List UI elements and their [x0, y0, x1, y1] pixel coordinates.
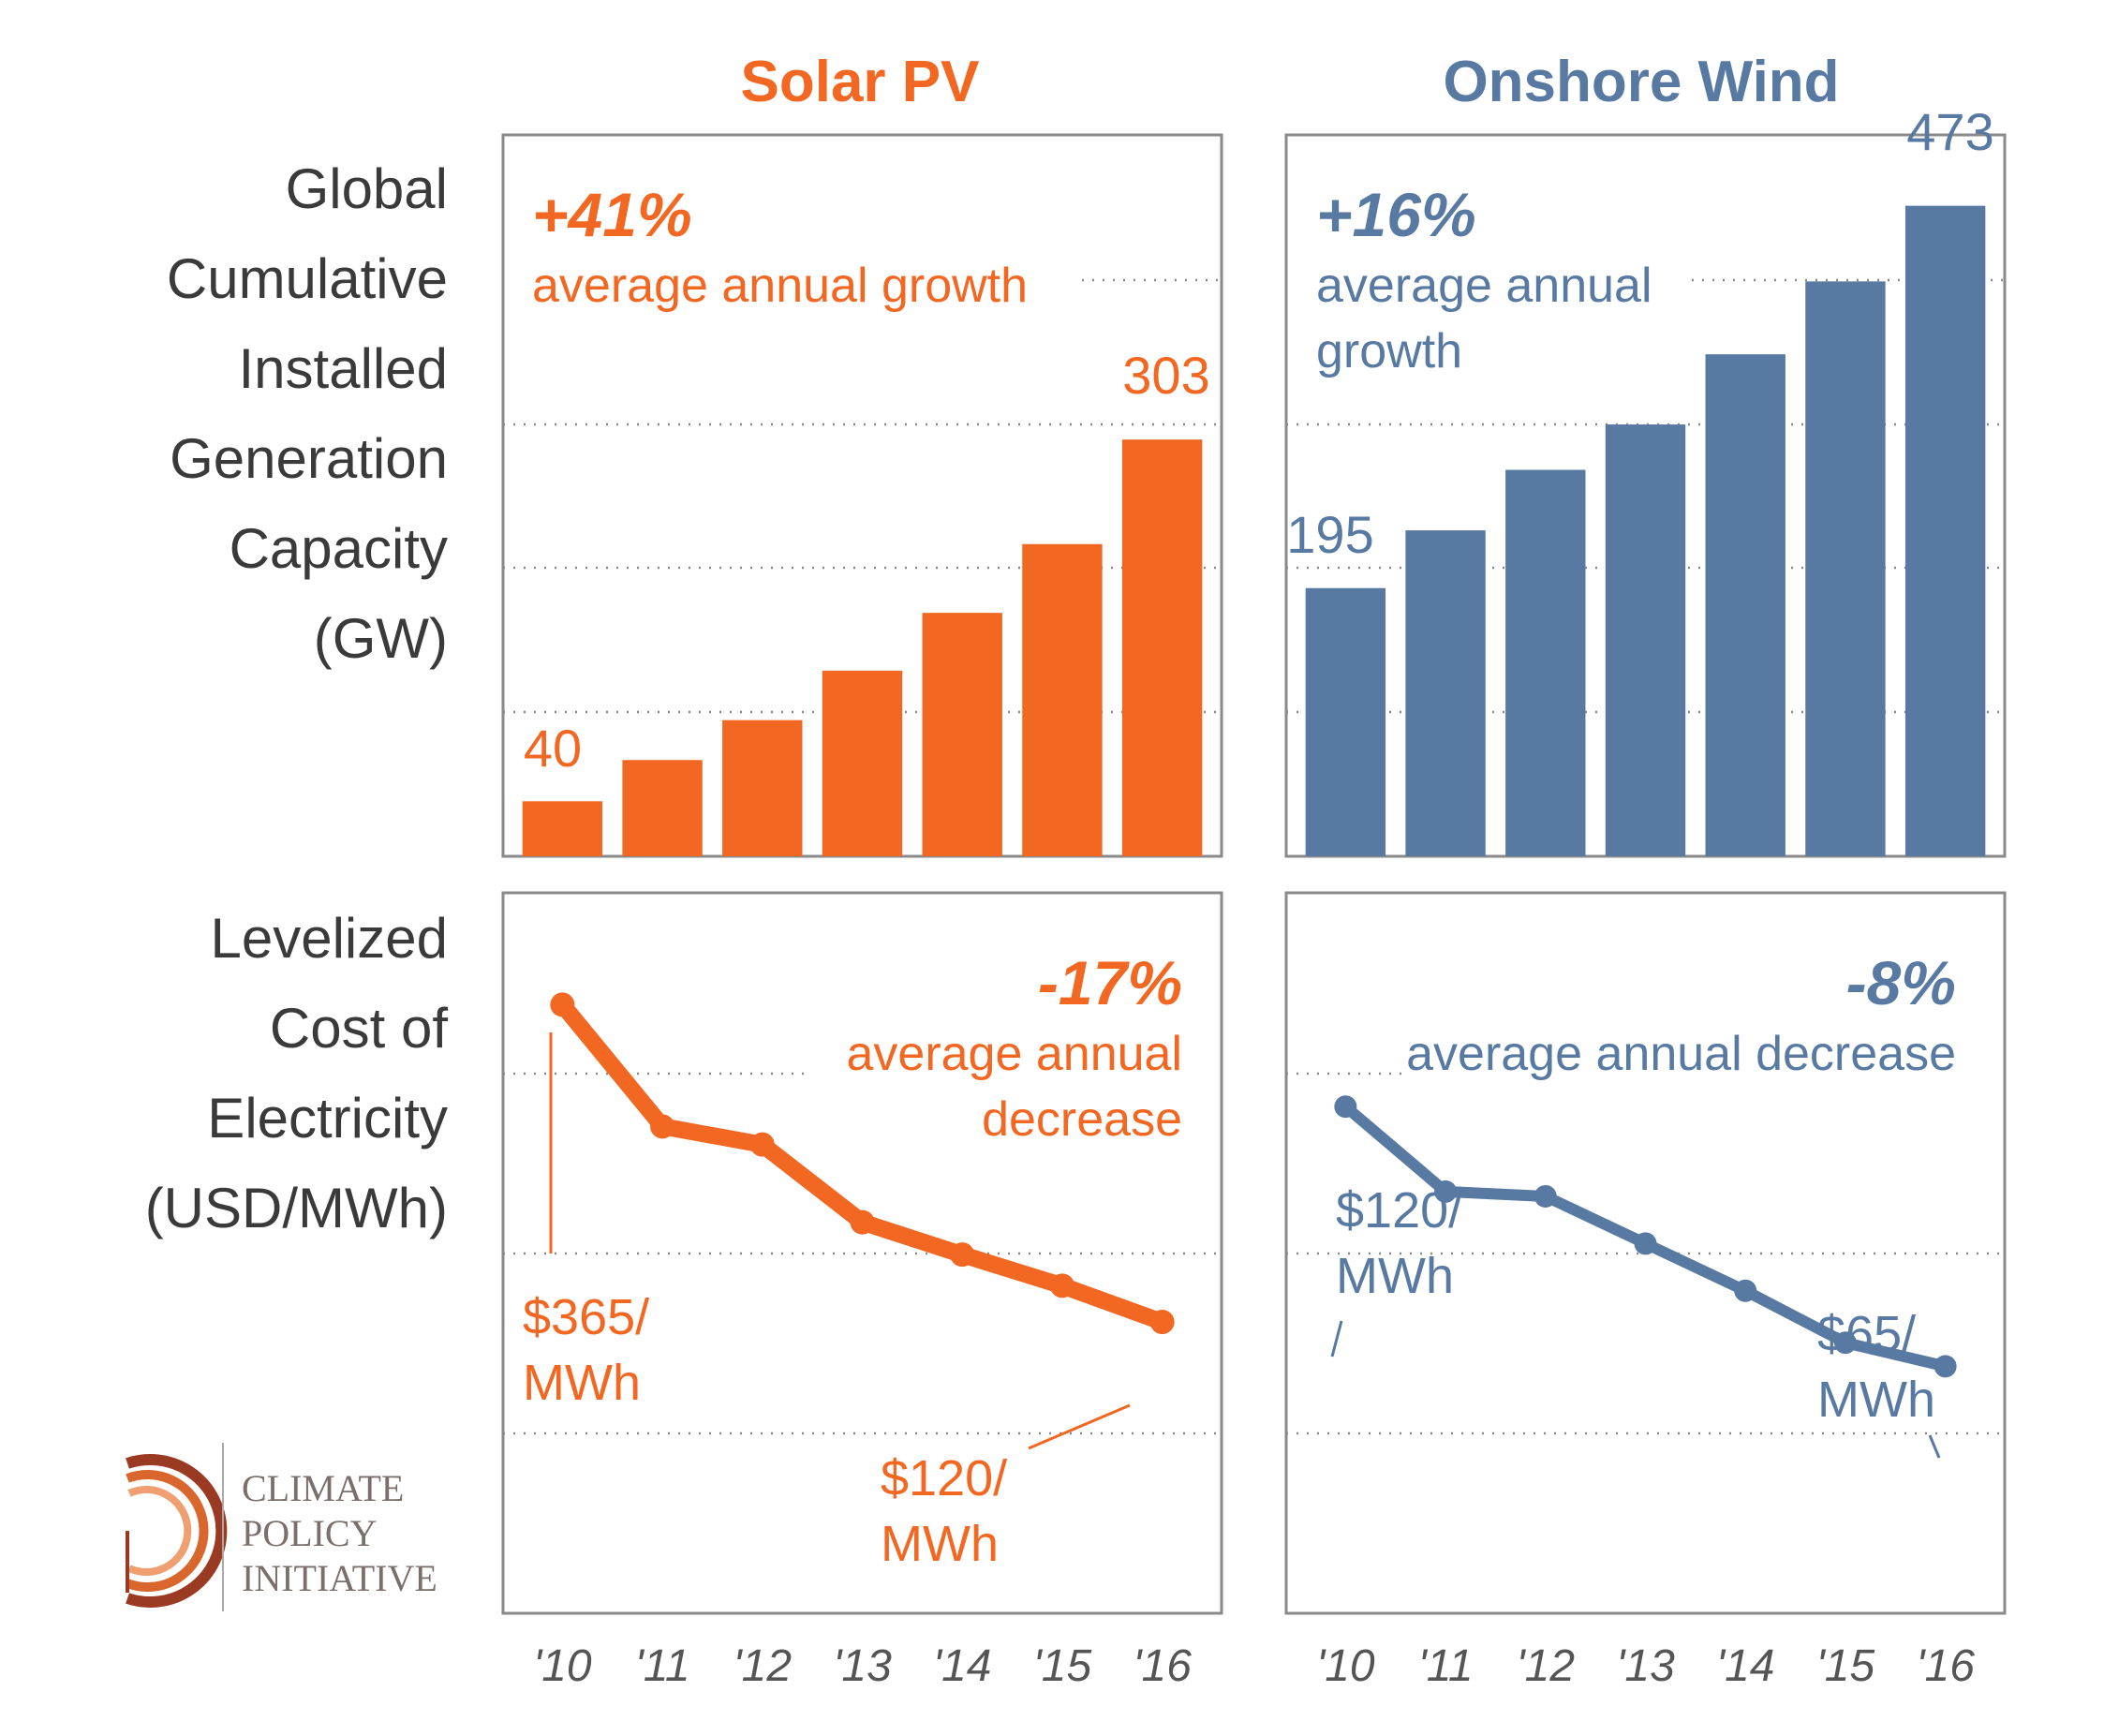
- lcoe-label-line: Cost of: [270, 997, 448, 1060]
- solar-capacity-panel: [501, 133, 1223, 858]
- bar: [1805, 281, 1886, 857]
- logo-text-line: CLIMATE: [242, 1467, 404, 1509]
- data-point: [1734, 1279, 1757, 1302]
- lcoe-label-line: Electricity: [207, 1087, 448, 1150]
- capacity-label-line: Installed: [239, 337, 448, 400]
- solar-growth-text: average annual growth: [532, 259, 1028, 313]
- wind-lcoe-end-label: $65/: [1817, 1306, 1916, 1362]
- solar-bar-first-label: 40: [524, 719, 582, 778]
- x-tick-label: '12: [733, 1641, 793, 1691]
- x-tick-label: '16: [1916, 1641, 1975, 1691]
- capacity-label-line: Global: [286, 157, 448, 220]
- data-point: [1434, 1180, 1458, 1203]
- solar-lcoe-end-label: $120/: [881, 1450, 1007, 1506]
- wind-lcoe-end-leader: [1928, 1434, 1941, 1459]
- logo-ring: [126, 1454, 228, 1608]
- wind-growth-line: growth: [1316, 324, 1462, 378]
- capacity-label-line: (GW): [314, 607, 448, 670]
- x-tick-label: '12: [1517, 1641, 1576, 1691]
- bar: [522, 801, 603, 856]
- wind-decrease-percent: -8%: [1846, 948, 1956, 1017]
- data-point: [1634, 1232, 1657, 1255]
- wind-lcoe-panel: [1284, 891, 2007, 1615]
- x-tick-label: '10: [533, 1641, 592, 1691]
- wind-lcoe-start-label: MWh: [1336, 1248, 1454, 1304]
- bar: [722, 720, 803, 856]
- data-point: [850, 1209, 875, 1235]
- bar: [1022, 543, 1103, 856]
- wind-lcoe-end-label: MWh: [1817, 1372, 1935, 1428]
- wind-bar-last-label: 473: [1906, 102, 1993, 161]
- solar-growth-percent: +41%: [532, 180, 692, 249]
- x-tick-label: '13: [833, 1641, 892, 1691]
- solar-lcoe-end-leader: [1028, 1403, 1131, 1450]
- bar: [1904, 205, 1986, 857]
- data-point: [1049, 1273, 1074, 1298]
- data-point: [550, 992, 575, 1017]
- data-point: [650, 1114, 675, 1139]
- wind-capacity-panel: [1284, 133, 2007, 858]
- x-tick-label: '11: [1418, 1641, 1474, 1691]
- wind-bar-first-label: 195: [1286, 505, 1373, 564]
- logo-text-line: POLICY: [242, 1512, 377, 1554]
- data-point: [1934, 1355, 1957, 1378]
- solar-lcoe-start-label: $365/: [523, 1289, 649, 1345]
- data-point: [1534, 1184, 1557, 1208]
- lcoe-label-line: Levelized: [210, 907, 448, 970]
- solar-bar-last-label: 303: [1122, 346, 1209, 405]
- solar-lcoe-start-label: MWh: [523, 1355, 641, 1411]
- solar-x-axis: '10 '11 '12 '13 '14 '15 '16: [533, 1641, 1192, 1691]
- bar: [822, 670, 903, 856]
- x-tick-label: '15: [1816, 1641, 1875, 1691]
- solar-decrease-line: average annual: [846, 1027, 1182, 1081]
- bar: [622, 760, 703, 856]
- x-tick-label: '13: [1616, 1641, 1675, 1691]
- solar-decrease-percent: -17%: [1038, 948, 1182, 1017]
- x-tick-label: '14: [933, 1641, 992, 1691]
- wind-decrease-text: average annual decrease: [1406, 1027, 1956, 1081]
- bar: [1505, 469, 1586, 856]
- bar: [1121, 439, 1203, 856]
- logo-text-line: INITIATIVE: [242, 1557, 437, 1599]
- data-point: [1149, 1310, 1175, 1335]
- capacity-label-line: Capacity: [230, 517, 448, 580]
- wind-growth-line: average annual: [1316, 259, 1652, 313]
- lcoe-row-label: Levelized Cost of Electricity (USD/MWh): [145, 907, 449, 1239]
- capacity-row-label: Global Cumulative Installed Generation C…: [167, 157, 448, 670]
- solar-decrease-line: decrease: [982, 1092, 1182, 1147]
- x-tick-label: '16: [1133, 1641, 1192, 1691]
- capacity-label-line: Generation: [170, 427, 448, 490]
- solar-lcoe-panel: [501, 891, 1223, 1615]
- wind-x-axis: '10 '11 '12 '13 '14 '15 '16: [1316, 1641, 1975, 1691]
- x-tick-label: '14: [1716, 1641, 1775, 1691]
- logo-rings-icon: [126, 1454, 228, 1608]
- data-point: [950, 1242, 975, 1268]
- solar-title: Solar PV: [741, 50, 980, 114]
- data-point: [1334, 1095, 1357, 1119]
- climate-policy-initiative-logo: CLIMATE POLICY INITIATIVE: [126, 1443, 437, 1611]
- x-tick-label: '10: [1316, 1641, 1375, 1691]
- bar: [1705, 354, 1785, 856]
- x-tick-label: '15: [1033, 1641, 1092, 1691]
- bar: [1405, 530, 1486, 856]
- wind-lcoe-start-leader: [1330, 1320, 1343, 1358]
- wind-title: Onshore Wind: [1443, 50, 1839, 114]
- wind-growth-percent: +16%: [1316, 180, 1476, 249]
- data-point: [1833, 1331, 1857, 1355]
- solar-lcoe-end-label: MWh: [881, 1516, 999, 1572]
- capacity-label-line: Cumulative: [167, 247, 448, 310]
- bar: [1305, 587, 1386, 856]
- bar: [922, 613, 1002, 856]
- logo-ring: [126, 1470, 209, 1592]
- wind-lcoe-start-label: $120/: [1336, 1182, 1462, 1239]
- data-point: [749, 1132, 775, 1157]
- bar: [1605, 424, 1686, 856]
- logo-ring: [127, 1486, 192, 1576]
- lcoe-label-line: (USD/MWh): [145, 1177, 448, 1239]
- x-tick-label: '11: [635, 1641, 690, 1691]
